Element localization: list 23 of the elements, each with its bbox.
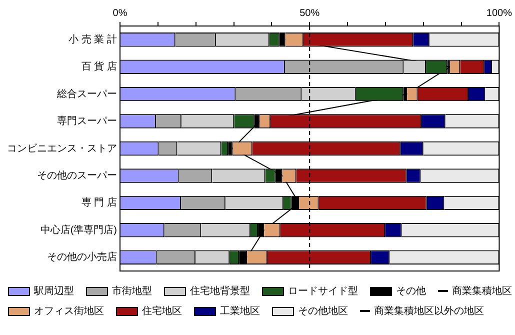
legend-label: 商業集積地区 [452, 284, 512, 298]
legend-label: その他 [396, 285, 426, 298]
legend-label: 市街地型 [112, 284, 152, 298]
legend-label: 工業地区 [220, 304, 260, 318]
y-tick-label: 百 貨 店 [81, 60, 117, 73]
legend-label: ロードサイド型 [288, 284, 358, 298]
legend-label: オフィス街地区 [34, 304, 104, 318]
legend-label: その他地区 [298, 304, 348, 318]
y-tick-label: その他の小売店 [47, 251, 117, 264]
y-tick-label: 専 門 店 [81, 196, 117, 209]
legend-label: 住宅地背景型 [190, 284, 250, 298]
y-tick-label: 小 売 業 計 [68, 33, 117, 46]
x-tick-label: 50% [300, 8, 320, 19]
y-tick-label: 中心店(準専門店) [40, 224, 117, 236]
y-tick-label: コンビニエンス・ストア [7, 143, 117, 154]
legend-label: 商業集積地区以外の地区 [374, 304, 484, 318]
y-tick-label: 専門スーパー [57, 115, 117, 128]
legend-label: 住宅地区 [142, 304, 182, 318]
x-tick-label: 0% [112, 8, 128, 19]
y-tick-label: 総合スーパー [56, 88, 117, 100]
x-tick-label: 100% [486, 8, 512, 19]
legend-label: 駅周辺型 [34, 284, 74, 298]
y-tick-label: その他のスーパー [37, 169, 117, 182]
